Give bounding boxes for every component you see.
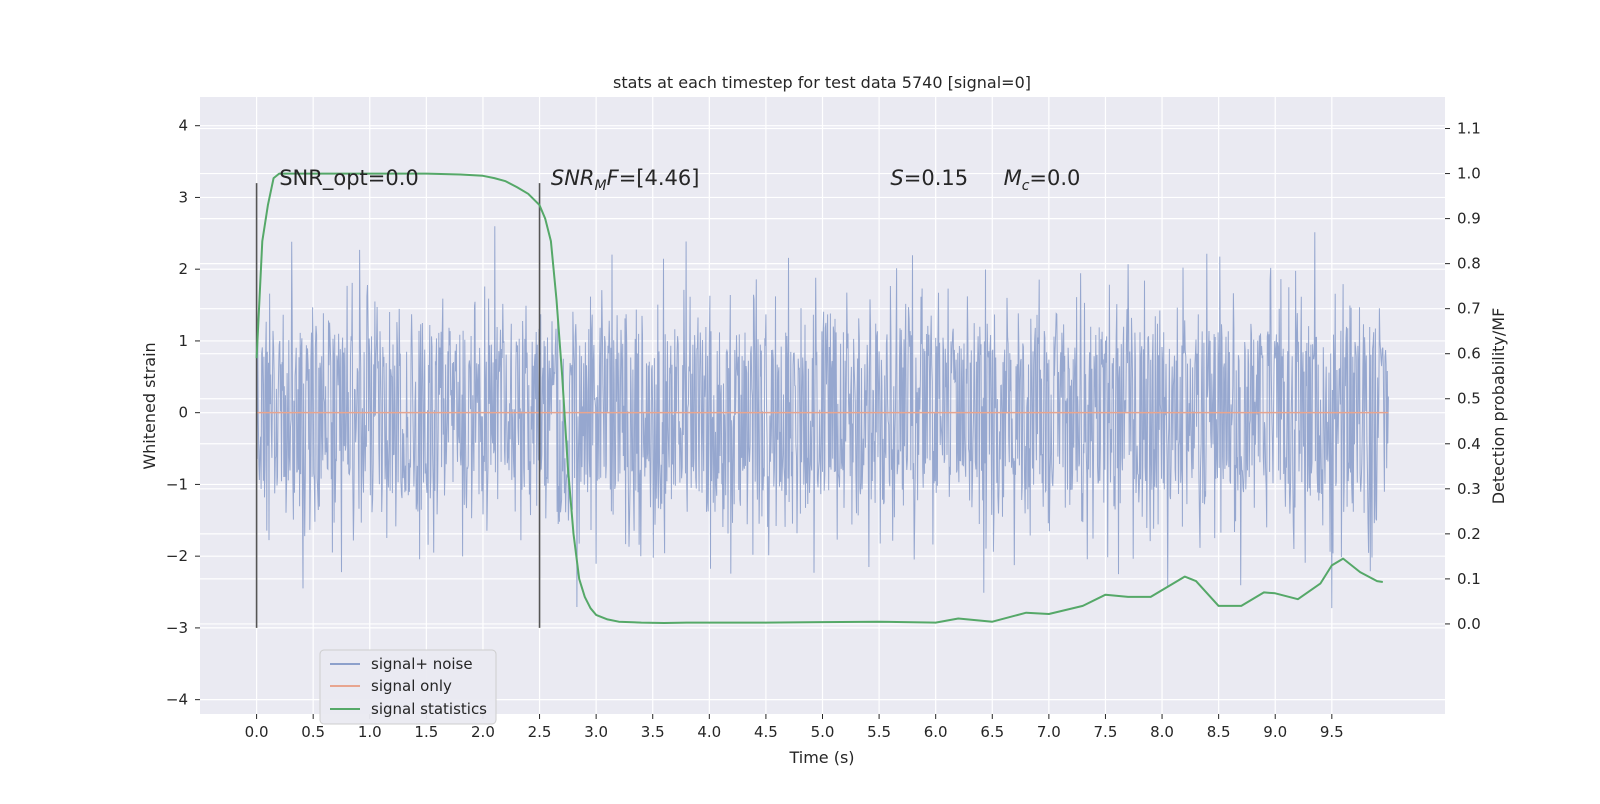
x-tick-label: 6.0 bbox=[924, 723, 948, 741]
y-axis-ticks: −4 −3 −2 −1 0 1 2 3 4 bbox=[166, 117, 200, 709]
annotation-mc-rest: =0.0 bbox=[1029, 166, 1080, 190]
annotation-snr-mf-main: SNR bbox=[551, 166, 595, 190]
y-tick-label: −3 bbox=[166, 619, 188, 637]
y2-tick-label: 0.6 bbox=[1457, 345, 1481, 363]
x-axis-ticks: 0.0 0.5 1.0 1.5 2.0 2.5 3.0 3.5 4.0 4.5 5.0 5.5 6.0 6… bbox=[245, 714, 1344, 741]
grid-layer bbox=[200, 97, 1445, 714]
annotation-s-rest: =0.15 bbox=[904, 166, 968, 190]
legend-label-stats: signal statistics bbox=[371, 700, 487, 718]
x-tick-label: 0.5 bbox=[301, 723, 325, 741]
x-tick-label: 5.5 bbox=[867, 723, 891, 741]
noise-series-layer bbox=[256, 226, 1389, 609]
y2-axis-ticks: 0.0 0.1 0.2 0.3 0.4 0.5 0.6 0.7 0.8 0.9 1.0 1.1 bbox=[1445, 120, 1481, 633]
annotation-snr-mf-rest: =[4.46] bbox=[619, 166, 700, 190]
legend-box bbox=[319, 649, 497, 725]
x-tick-label: 9.5 bbox=[1320, 723, 1344, 741]
annotation-s-italic: S bbox=[890, 166, 903, 190]
legend-label-noise: signal+ noise bbox=[371, 655, 473, 673]
y-tick-label: −2 bbox=[166, 547, 188, 565]
y-tick-label: 2 bbox=[178, 260, 188, 278]
x-axis-label: Time (s) bbox=[788, 748, 854, 767]
x-tick-label: 4.0 bbox=[697, 723, 721, 741]
legend: signal+ noise signal only signal statist… bbox=[319, 649, 497, 725]
y-tick-label: 1 bbox=[178, 332, 188, 350]
x-tick-label: 3.5 bbox=[641, 723, 665, 741]
legend-label-signal: signal only bbox=[371, 677, 452, 695]
y-tick-label: −4 bbox=[166, 691, 188, 709]
stats-series-layer bbox=[255, 172, 1383, 624]
x-tick-label: 2.5 bbox=[528, 723, 552, 741]
annotation-layer: SNR_opt=0.0 SNRMF=[4.46] S=0.15 Mc=0.0 bbox=[279, 166, 1080, 194]
series-signal-noise-line bbox=[256, 226, 1389, 609]
y-tick-label: 4 bbox=[178, 117, 188, 135]
x-tick-label: 8.0 bbox=[1150, 723, 1174, 741]
y2-tick-label: 0.4 bbox=[1457, 435, 1481, 453]
x-tick-label: 7.0 bbox=[1037, 723, 1061, 741]
y-tick-label: 0 bbox=[178, 404, 188, 422]
y2-tick-label: 1.1 bbox=[1457, 120, 1481, 138]
annotation-s-stat: S=0.15 bbox=[890, 166, 968, 190]
x-tick-label: 8.5 bbox=[1207, 723, 1231, 741]
y2-axis-label: Detection probability/MF bbox=[1489, 308, 1508, 505]
x-tick-label: 6.5 bbox=[980, 723, 1004, 741]
y2-tick-label: 0.7 bbox=[1457, 300, 1481, 318]
x-tick-label: 1.5 bbox=[414, 723, 438, 741]
x-tick-label: 0.0 bbox=[245, 723, 269, 741]
series-signal-statistics-line bbox=[255, 172, 1383, 624]
y-tick-label: −1 bbox=[166, 475, 188, 493]
chart-title: stats at each timestep for test data 574… bbox=[613, 73, 1031, 92]
y2-tick-label: 0.8 bbox=[1457, 255, 1481, 273]
y-axis-label: Whitened strain bbox=[140, 342, 159, 469]
x-tick-label: 2.0 bbox=[471, 723, 495, 741]
x-tick-label: 7.5 bbox=[1094, 723, 1118, 741]
x-tick-label: 5.0 bbox=[811, 723, 835, 741]
x-tick-label: 9.0 bbox=[1263, 723, 1287, 741]
y-tick-label: 3 bbox=[178, 188, 188, 206]
annotation-snr-mf-sub: M bbox=[595, 178, 607, 194]
annotation-mc: Mc=0.0 bbox=[1004, 166, 1081, 194]
x-tick-label: 1.0 bbox=[358, 723, 382, 741]
y2-tick-label: 0.2 bbox=[1457, 525, 1481, 543]
annotation-snr-opt: SNR_opt=0.0 bbox=[279, 166, 419, 191]
annotation-snr-mf-rest-f: F bbox=[607, 166, 620, 190]
y2-tick-label: 1.0 bbox=[1457, 165, 1481, 183]
y2-tick-label: 0.0 bbox=[1457, 615, 1481, 633]
y2-tick-label: 0.5 bbox=[1457, 390, 1481, 408]
y2-tick-label: 0.9 bbox=[1457, 210, 1481, 228]
x-tick-label: 3.0 bbox=[584, 723, 608, 741]
annotation-mc-italic: M bbox=[1004, 166, 1022, 190]
marker-layer bbox=[255, 183, 541, 628]
y2-tick-label: 0.1 bbox=[1457, 570, 1481, 588]
x-tick-label: 4.5 bbox=[754, 723, 778, 741]
annotation-mc-sub: c bbox=[1022, 178, 1030, 194]
annotation-snr-mf: SNRMF=[4.46] bbox=[551, 166, 700, 194]
y2-tick-label: 0.3 bbox=[1457, 480, 1481, 498]
